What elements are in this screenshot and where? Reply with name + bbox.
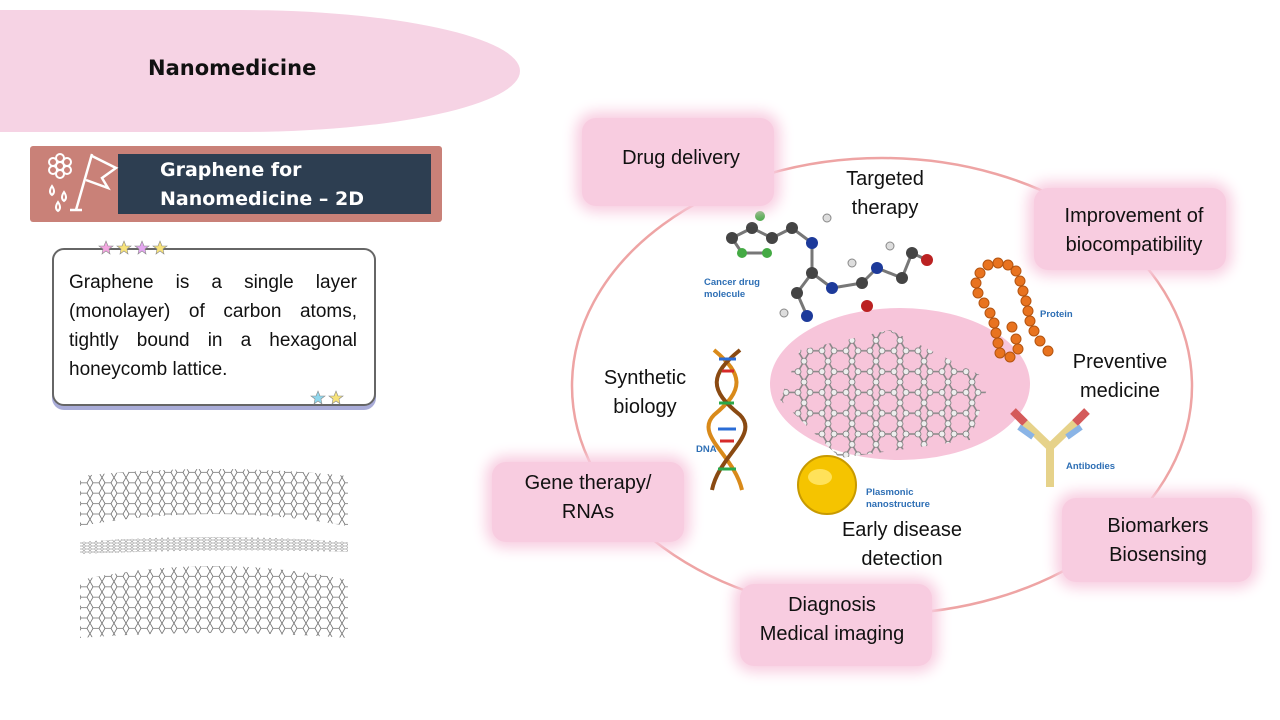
description-text: Graphene is a single layer (monolayer) o…	[69, 272, 357, 380]
plasmonic-line-1: Plasmonic	[866, 487, 914, 498]
diagnosis-line-2: Medical imaging	[759, 623, 905, 645]
synthetic-line-1: Synthetic	[603, 367, 687, 389]
early-detection-label: Early disease detection	[822, 516, 982, 574]
droplet-icon	[49, 184, 67, 213]
dna-label: DNA	[696, 444, 717, 455]
biomarkers-label: Biomarkers Biosensing	[1058, 512, 1258, 570]
early-line-2: detection	[861, 548, 943, 570]
gene-therapy-label: Gene therapy/ RNAs	[488, 469, 688, 527]
flag-icon	[70, 153, 119, 212]
diagnosis-line-1: Diagnosis	[788, 594, 876, 616]
cancer-drug-label: Cancer drug molecule	[704, 277, 760, 301]
star-decoration-top	[98, 240, 168, 255]
star-decoration-bottom	[310, 390, 344, 405]
gene-therapy-box	[492, 462, 684, 542]
plasmonic-line-2: nanostructure	[866, 499, 930, 510]
banner-line-1: Graphene for	[160, 159, 302, 181]
biocompatibility-label: Improvement of biocompatibility	[1036, 202, 1232, 260]
synthetic-biology-label: Synthetic biology	[580, 364, 710, 422]
drug-delivery-box	[582, 118, 774, 206]
antibody-icon	[1010, 408, 1090, 487]
plasmonic-label: Plasmonic nanostructure	[866, 487, 930, 511]
antibodies-label: Antibodies	[1066, 461, 1116, 472]
title-blob	[0, 10, 520, 132]
banner-line-2: Nanomedicine – 2D	[160, 188, 365, 210]
cancer-line-2: molecule	[704, 289, 746, 300]
targeted-line-2: therapy	[851, 197, 919, 219]
targeted-therapy-label: Targeted therapy	[810, 165, 960, 223]
biocompatibility-box	[1034, 188, 1226, 270]
banner-icons	[48, 153, 119, 213]
biocompatibility-line-1: Improvement of	[1064, 205, 1204, 227]
banner-panel	[118, 154, 431, 214]
biocompatibility-line-2: biocompatibility	[1065, 234, 1203, 256]
plasmonic-nanostructure-icon	[797, 455, 857, 515]
early-line-1: Early disease	[841, 519, 963, 541]
protein-label: Protein	[1040, 309, 1073, 320]
graphene-sheets-image	[80, 469, 348, 638]
cancer-drug-molecule-icon	[726, 211, 933, 322]
biomarkers-box	[1062, 498, 1252, 582]
protein-icon	[970, 257, 1054, 363]
slide-title: Nanomedicine	[148, 56, 317, 80]
biomarkers-line-1: Biomarkers	[1107, 515, 1209, 537]
banner-title: Graphene for Nanomedicine – 2D	[160, 156, 430, 214]
diagnosis-box	[740, 584, 932, 666]
diagnosis-label: Diagnosis Medical imaging	[732, 591, 932, 649]
flower-icon	[48, 153, 72, 179]
preventive-line-2: medicine	[1079, 380, 1161, 402]
gene-therapy-line-1: Gene therapy/	[524, 472, 652, 494]
description-card	[52, 248, 376, 406]
biomarkers-line-2: Biosensing	[1109, 544, 1207, 566]
preventive-line-1: Preventive	[1072, 351, 1168, 373]
graphene-lattice-icon	[780, 330, 990, 458]
drug-delivery-label: Drug delivery	[622, 147, 740, 169]
synthetic-line-2: biology	[613, 396, 677, 418]
gene-therapy-line-2: RNAs	[561, 501, 615, 523]
preventive-medicine-label: Preventive medicine	[1050, 348, 1190, 406]
dna-icon	[706, 348, 748, 491]
targeted-line-1: Targeted	[846, 168, 924, 190]
cancer-line-1: Cancer drug	[704, 277, 760, 288]
